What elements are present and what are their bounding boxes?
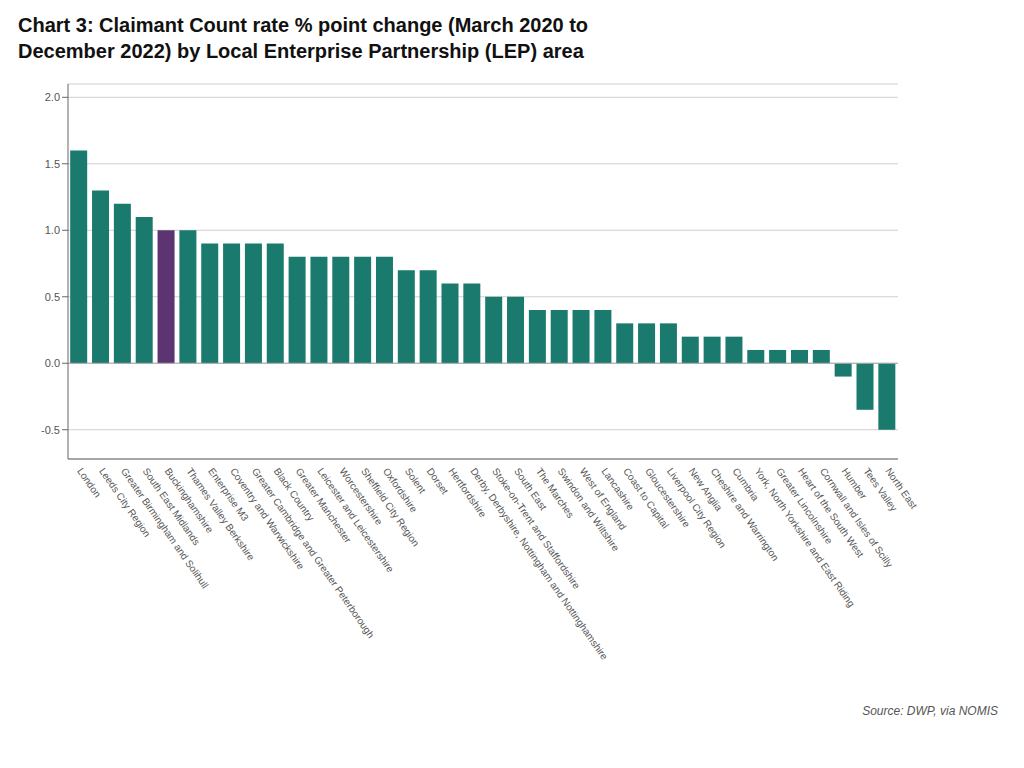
svg-text:Worcestershire: Worcestershire [337,465,385,527]
svg-text:Cumbria: Cumbria [730,465,762,503]
svg-text:Black Country: Black Country [271,465,317,524]
svg-text:Buckinghamshire: Buckinghamshire [162,465,216,535]
svg-text:Hertfordshire: Hertfordshire [446,465,489,520]
svg-text:1.5: 1.5 [45,158,60,170]
svg-text:0.0: 0.0 [45,357,60,369]
svg-text:Solent: Solent [403,466,428,496]
svg-text:Stoke-on-Trent and Staffordshi: Stoke-on-Trent and Staffordshire [490,465,583,591]
svg-text:Enterprise M3: Enterprise M3 [206,465,251,524]
html-text:Source: DWP, via NOMIS: Source: DWP, via NOMIS [862,704,998,718]
svg-text:Humber: Humber [839,465,869,502]
svg-text:Swindon and Wiltshire: Swindon and Wiltshire [555,465,622,554]
svg-text:Oxfordshire: Oxfordshire [380,465,420,515]
svg-text:2.0: 2.0 [45,91,60,103]
svg-text:Cheshire and Warrington: Cheshire and Warrington [708,465,782,563]
svg-text:Heart of the South West: Heart of the South West [795,465,867,560]
svg-text:Greater Birmingham and Solihul: Greater Birmingham and Solihull [118,465,211,591]
svg-text:Greater Lincolnshire: Greater Lincolnshire [774,465,835,546]
svg-text:North East: North East [883,466,919,511]
svg-text:Coast to Capital: Coast to Capital [621,465,671,531]
svg-text:Sheffield City Region: Sheffield City Region [359,465,422,549]
html-text:Chart 3: Claimant Count rate %: Chart 3: Claimant Count rate % point cha… [18,14,589,62]
svg-text:South East Midlands: South East Midlands [140,465,203,548]
svg-text:South East: South East [512,465,550,513]
svg-text:Leicester and Leicestershire: Leicester and Leicestershire [315,466,396,575]
svg-text:Derby, Derbyshire, Nottingham: Derby, Derbyshire, Nottingham and Nottin… [468,466,610,662]
svg-text:York, North Yorkshire and East: York, North Yorkshire and East Riding [752,465,857,609]
svg-text:Tees Valley: Tees Valley [861,465,900,514]
svg-text:Coventry and Warwickshire: Coventry and Warwickshire [228,465,307,572]
svg-text:The Marches: The Marches [533,465,577,520]
svg-text:West of England: West of England [577,465,629,532]
svg-text:Greater Manchester: Greater Manchester [293,465,354,545]
svg-text:Lancashire: Lancashire [599,465,637,513]
svg-text:1.0: 1.0 [45,224,60,236]
svg-text:Dorset: Dorset [425,466,451,497]
svg-text:Liverpool City Region: Liverpool City Region [664,465,729,550]
svg-text:Greater Cambridge and Greater: Greater Cambridge and Greater Peterborou… [249,465,377,641]
svg-text:Cornwall and Isles of Scilly: Cornwall and Isles of Scilly [818,466,895,570]
svg-text:-0.5: -0.5 [41,424,60,436]
svg-text:New Anglia: New Anglia [686,465,725,514]
svg-text:0.5: 0.5 [45,291,60,303]
svg-text:Leeds City Region: Leeds City Region [97,465,153,539]
svg-text:London: London [75,465,104,500]
svg-text:Thames Valley Berkshire: Thames Valley Berkshire [184,465,257,563]
svg-text:Gloucestershire: Gloucestershire [643,465,693,530]
